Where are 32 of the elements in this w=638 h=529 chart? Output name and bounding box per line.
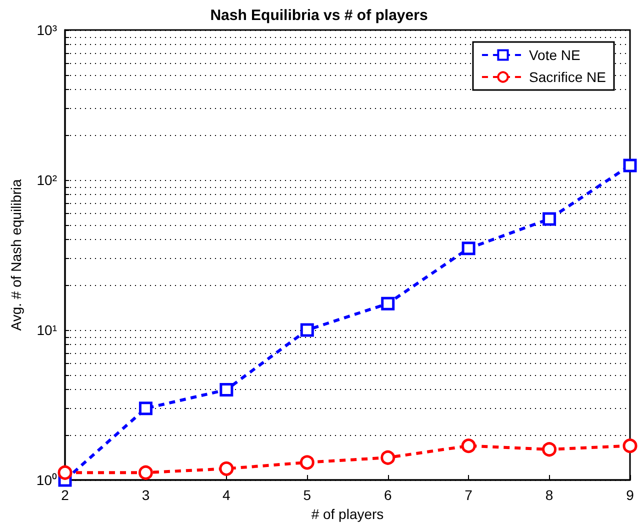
x-tick-label: 3 bbox=[142, 487, 150, 503]
x-tick-label: 5 bbox=[303, 487, 312, 503]
point bbox=[300, 455, 314, 470]
point bbox=[461, 438, 476, 454]
point bbox=[622, 438, 638, 454]
y-tick-label: 10³ bbox=[36, 22, 58, 38]
point bbox=[219, 461, 234, 476]
x-tick-label: 2 bbox=[61, 487, 70, 503]
legend-label: Vote NE bbox=[528, 47, 580, 63]
point bbox=[542, 442, 557, 457]
point bbox=[381, 296, 395, 310]
y-tick-label: 10² bbox=[36, 172, 58, 188]
y-tick-label: 10⁰ bbox=[36, 472, 57, 488]
point bbox=[58, 465, 72, 480]
point bbox=[220, 382, 234, 396]
point bbox=[462, 242, 476, 256]
point bbox=[542, 212, 556, 226]
y-axis-title: Avg. # of Nash equilibria bbox=[8, 179, 24, 331]
x-tick-label: 6 bbox=[384, 487, 392, 503]
chart-title: Nash Equilibria vs # of players bbox=[210, 7, 428, 24]
x-axis-title: # of players bbox=[311, 506, 384, 522]
point bbox=[300, 323, 314, 337]
x-tick-label: 4 bbox=[222, 487, 231, 503]
point bbox=[380, 450, 396, 465]
point bbox=[623, 158, 637, 172]
x-tick-label: 7 bbox=[464, 487, 473, 503]
legend-label: Sacrifice NE bbox=[528, 69, 606, 85]
point bbox=[138, 402, 152, 416]
y-tick-label: 10¹ bbox=[36, 322, 58, 338]
point bbox=[138, 465, 153, 480]
x-tick-label: 8 bbox=[545, 487, 554, 503]
x-tick-label: 9 bbox=[626, 487, 634, 503]
